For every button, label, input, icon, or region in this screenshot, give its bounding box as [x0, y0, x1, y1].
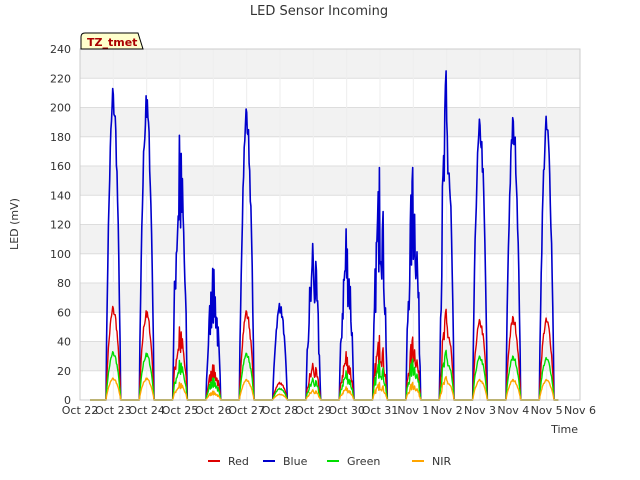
- tz-badge-shape: [80, 32, 144, 50]
- plot-band: [80, 107, 580, 137]
- plot-band: [80, 136, 580, 166]
- y-tick-label: 140: [50, 189, 71, 202]
- x-tick-label: Nov 3: [464, 404, 496, 417]
- y-tick-labels: 0 20 40 60 80 100 120 140 160 180 200 220 240: [50, 43, 71, 407]
- plot-band: [80, 341, 580, 371]
- x-tick-label: Oct 28: [262, 404, 299, 417]
- x-tick-label: Nov 5: [531, 404, 563, 417]
- y-axis-label: LED (mV): [8, 198, 21, 250]
- plot-background: [80, 49, 580, 400]
- y-tick-label: 60: [57, 306, 71, 319]
- tz-badge: TZ_tmet: [80, 32, 144, 50]
- x-tick-label: Oct 23: [95, 404, 132, 417]
- x-tick-label: Oct 27: [228, 404, 265, 417]
- legend: Red Blue Green NIR: [208, 455, 451, 468]
- legend-label-nir: NIR: [432, 455, 451, 468]
- plot-band: [80, 195, 580, 225]
- plot-band: [80, 253, 580, 283]
- x-tick-label: Nov 2: [431, 404, 463, 417]
- y-tick-label: 160: [50, 160, 71, 173]
- plot-frame: [79, 48, 581, 401]
- x-tick-label: Oct 24: [128, 404, 165, 417]
- x-tick-label: Nov 1: [397, 404, 429, 417]
- tz-badge-label: TZ_tmet: [87, 36, 137, 49]
- y-tick-label: 200: [50, 102, 71, 115]
- x-tick-label: Oct 26: [195, 404, 232, 417]
- x-tick-label: Nov 4: [497, 404, 529, 417]
- plot-band: [80, 78, 580, 108]
- x-tick-label: Nov 6: [564, 404, 596, 417]
- legend-label-red: Red: [228, 455, 249, 468]
- y-tick-label: 20: [57, 365, 71, 378]
- y-tick-label: 120: [50, 219, 71, 232]
- x-tick-label: Oct 22: [62, 404, 99, 417]
- y-tick-label: 0: [64, 394, 71, 407]
- y-tick-label: 180: [50, 131, 71, 144]
- y-tick-label: 40: [57, 336, 71, 349]
- legend-label-blue: Blue: [283, 455, 308, 468]
- y-tick-label: 240: [50, 43, 71, 56]
- plot-band: [80, 312, 580, 342]
- x-tick-label: Oct 30: [328, 404, 365, 417]
- legend-label-green: Green: [347, 455, 380, 468]
- x-tick-label: Oct 29: [295, 404, 332, 417]
- x-tick-label: Oct 25: [162, 404, 199, 417]
- x-axis-label: Time: [550, 423, 578, 436]
- plot-band: [80, 370, 580, 400]
- plot-band: [80, 49, 580, 79]
- chart-title: LED Sensor Incoming: [250, 4, 388, 19]
- y-tick-label: 220: [50, 72, 71, 85]
- y-tick-label: 80: [57, 277, 71, 290]
- plot-band: [80, 224, 580, 254]
- plot-band: [80, 166, 580, 196]
- y-tick-label: 100: [50, 248, 71, 261]
- x-tick-label: Oct 31: [362, 404, 399, 417]
- plot-band: [80, 283, 580, 313]
